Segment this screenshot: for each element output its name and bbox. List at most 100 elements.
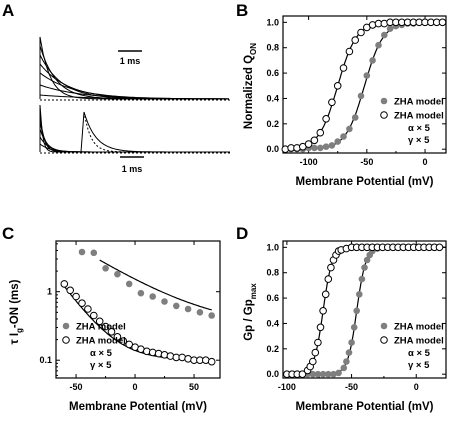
- data-point-filled: [348, 339, 355, 346]
- x-tick-label: -100: [300, 157, 318, 167]
- data-point-open: [435, 243, 444, 252]
- data-point-filled: [357, 92, 365, 100]
- y-tick-label: 0.1: [39, 355, 52, 365]
- y-tick-label: 0.4: [266, 93, 279, 103]
- y-tick-label: 0.4: [266, 318, 279, 328]
- current-trace: [39, 62, 229, 100]
- y-tick-label: 0.6: [266, 293, 279, 303]
- y-axis-title-d: Gp / Gpmax: [243, 283, 258, 341]
- data-point-open: [328, 98, 336, 107]
- x-tick-label: -100: [278, 382, 296, 392]
- data-point-filled: [363, 256, 371, 264]
- data-point-open: [345, 47, 354, 56]
- x-tick-label: 0: [133, 382, 138, 392]
- y-tick-label: 0.0: [266, 369, 279, 379]
- data-point-filled: [149, 293, 156, 300]
- data-point-open: [119, 337, 128, 345]
- data-point-filled: [361, 264, 368, 271]
- data-point-open: [314, 338, 322, 347]
- chart-d: Gp / Gpmax Membrane Potential (mV) -100 -…: [243, 240, 447, 413]
- data-point-open: [298, 370, 307, 379]
- data-point-open: [304, 140, 313, 148]
- data-point-open: [125, 340, 133, 349]
- legend-label-filled: ZHA model: [76, 322, 126, 333]
- data-point-open: [72, 292, 80, 301]
- data-point-filled: [340, 133, 347, 140]
- legend-label-open: ZHA model: [76, 336, 126, 347]
- data-point-filled: [309, 370, 317, 378]
- legend-note: α × 5: [408, 348, 431, 359]
- y-axis-title-c-tail: -ON (ms): [9, 279, 21, 328]
- y-tick-label: 0.0: [266, 144, 279, 154]
- x-tick-label: -50: [360, 157, 373, 167]
- data-point-filled: [184, 305, 192, 313]
- data-point-open: [311, 348, 320, 357]
- panel-a-traces: 1 ms 1 ms: [39, 36, 232, 174]
- data-point-filled: [386, 25, 394, 32]
- y-axis-title-b-main: Normalized Q: [243, 55, 255, 129]
- panel-letter-c: C: [2, 224, 14, 243]
- legend-marker-filled: [62, 322, 70, 330]
- data-point-filled: [356, 291, 363, 298]
- y-axis-title-b: Normalized QON: [243, 43, 258, 129]
- y-tick-label: 0.2: [266, 119, 279, 129]
- legend-label-filled: ZHA model: [394, 97, 444, 108]
- data-point-filled: [381, 31, 388, 39]
- y-axis-title-d-main: Gp / Gp: [243, 299, 255, 341]
- a-top-traces: [39, 36, 232, 101]
- data-point-open: [327, 263, 335, 272]
- data-point-filled: [375, 41, 382, 49]
- x-tick-label: 50: [189, 382, 199, 392]
- data-point-open: [207, 357, 216, 366]
- x-tick-label: -50: [70, 382, 83, 392]
- data-point-open: [351, 36, 360, 44]
- data-point-filled: [345, 349, 353, 356]
- current-trace: [39, 104, 230, 153]
- x-tick-label: 0: [423, 157, 428, 167]
- data-point-open: [438, 18, 447, 27]
- y-tick-label: 1: [47, 287, 52, 297]
- data-point-open: [319, 307, 327, 315]
- panel-letter-b: B: [236, 1, 248, 20]
- data-point-filled: [78, 248, 86, 256]
- data-point-filled: [161, 298, 168, 305]
- legend-label-open: ZHA model: [394, 336, 444, 347]
- data-point-filled: [330, 370, 337, 378]
- fit-curve: [99, 259, 212, 311]
- data-point-open: [333, 82, 342, 90]
- data-point-open: [357, 28, 365, 37]
- y-tick-label: 1.0: [266, 17, 279, 27]
- data-point-filled: [311, 144, 318, 152]
- data-point-open: [101, 322, 110, 331]
- a-bottom-traces: [39, 104, 232, 154]
- panel-letter-d: D: [236, 224, 248, 243]
- legend-marker-filled: [380, 97, 388, 105]
- y-tick-label: 1.0: [266, 242, 279, 252]
- data-point-filled: [353, 307, 361, 315]
- data-point-filled: [334, 138, 342, 145]
- data-point-open: [309, 357, 317, 366]
- y-axis-title-b-sub: ON: [249, 43, 258, 55]
- data-point-open: [113, 333, 122, 341]
- slow-trace-fit: [83, 111, 125, 153]
- data-point-filled: [369, 57, 376, 64]
- legend-marker-open: [62, 336, 70, 344]
- slow-trace: [80, 111, 228, 153]
- data-point-open: [66, 286, 74, 295]
- panel-letter-a: A: [2, 1, 14, 20]
- x-tick-label: 0: [414, 382, 419, 392]
- legend-marker-open: [380, 336, 388, 344]
- y-axis-title-c: τ Ig-ON (ms): [9, 279, 24, 344]
- data-point-filled: [102, 265, 109, 272]
- x-axis-title-c: Membrane Potential (mV): [69, 401, 207, 413]
- data-point-open: [316, 323, 325, 332]
- legend-marker-open: [380, 111, 388, 119]
- data-point-filled: [328, 142, 336, 149]
- legend-label-open: ZHA model: [394, 111, 444, 122]
- data-point-filled: [208, 312, 215, 319]
- data-point-open: [95, 317, 104, 326]
- legend-note: γ × 5: [408, 360, 430, 371]
